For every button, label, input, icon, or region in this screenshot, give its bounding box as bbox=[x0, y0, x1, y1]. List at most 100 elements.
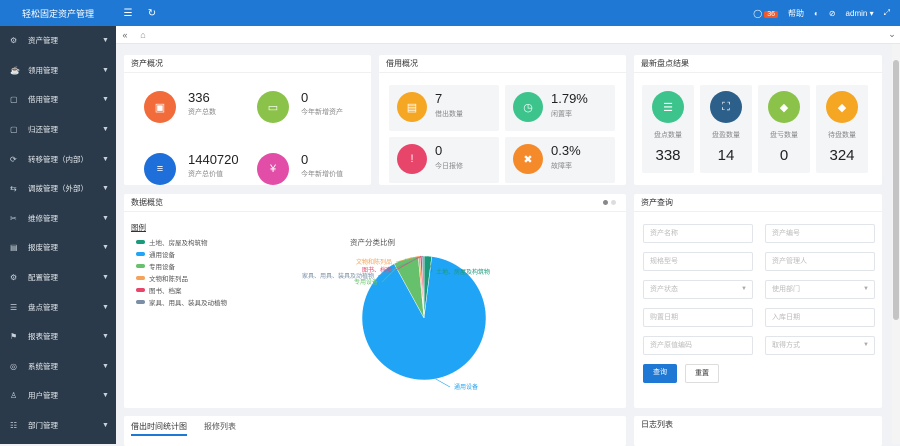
legend-item[interactable]: 专用设备 bbox=[136, 261, 175, 271]
top-bar: 轻松固定资产管理 ☰ ↻ ◯ 36 帮助 ◐ ⊘ admin ▾ ⤢ bbox=[0, 0, 900, 26]
sidebar-item[interactable]: ▤ 报废管理 ▼ bbox=[0, 233, 116, 263]
legend-swatch bbox=[136, 300, 145, 304]
sidebar-item-label: 部门管理 bbox=[28, 421, 58, 431]
scrollbar-thumb[interactable] bbox=[893, 60, 899, 320]
sidebar-item[interactable]: ◎ 系统管理 ▼ bbox=[0, 352, 116, 382]
help-link[interactable]: 帮助 bbox=[788, 8, 804, 18]
query-field[interactable]: 规格型号 bbox=[643, 252, 753, 271]
user-menu[interactable]: admin ▾ bbox=[845, 8, 874, 18]
carousel-dots[interactable] bbox=[603, 200, 616, 205]
pie-slice[interactable] bbox=[361, 256, 487, 381]
caret-down-icon: ▼ bbox=[102, 126, 109, 134]
sidebar-item[interactable]: ⚙ 资产管理 ▼ bbox=[0, 26, 116, 56]
legend-swatch bbox=[136, 264, 145, 268]
query-field[interactable]: 资产编号 bbox=[765, 224, 875, 243]
sidebar-item[interactable]: ✂ 维修管理 ▼ bbox=[0, 204, 116, 234]
slice-leader-line bbox=[435, 378, 451, 388]
search-button[interactable]: 查询 bbox=[643, 364, 677, 383]
caret-down-icon: ▼ bbox=[102, 392, 109, 400]
carousel-dot[interactable] bbox=[603, 200, 608, 205]
sidebar-item[interactable]: ▢ 借用管理 ▼ bbox=[0, 85, 116, 115]
database-icon: ≡ bbox=[144, 153, 176, 185]
slice-leader-line bbox=[427, 256, 433, 273]
borrow-overview-panel: 借用概况 ▤ 7 借出数量 ◷ 1.79% 闲置率 ! 0 今日报修 ✖ 0.3… bbox=[379, 55, 626, 185]
stat-value: 0 bbox=[301, 90, 309, 105]
stat-label: 闲置率 bbox=[551, 111, 572, 118]
warning-icon: ! bbox=[397, 144, 427, 174]
pie-slice[interactable] bbox=[421, 255, 425, 319]
user-icon: ♙ bbox=[10, 391, 18, 401]
legend-item[interactable]: 图书、档案 bbox=[136, 285, 182, 295]
screen-icon: ▭ bbox=[257, 91, 289, 123]
asset-overview-panel: 资产概况 ▣ 336 资产总数 ▭ 0 今年新增资产 ≡ 1440720 资产总价值… bbox=[124, 55, 371, 185]
tab-menu-chevron-icon[interactable]: ⌄ bbox=[888, 29, 896, 39]
inventory-value: 14 bbox=[717, 147, 735, 164]
query-field[interactable]: 使用部门 ▼ bbox=[765, 280, 875, 299]
sidebar-item[interactable]: ⚙ 配置管理 ▼ bbox=[0, 263, 116, 293]
fullscreen-icon[interactable]: ⤢ bbox=[883, 8, 890, 17]
caret-down-icon: ▼ bbox=[102, 274, 109, 282]
sidebar-item[interactable]: ♙ 用户管理 ▼ bbox=[0, 381, 116, 411]
query-field[interactable]: 资产原值编码 bbox=[643, 336, 753, 355]
sidebar-item-label: 盘点管理 bbox=[28, 302, 58, 312]
query-field[interactable]: 入库日期 bbox=[765, 308, 875, 327]
legend-item[interactable]: 通用设备 bbox=[136, 249, 175, 259]
lock-icon[interactable]: ⊘ bbox=[828, 8, 836, 18]
slice-label: 图书、档案 bbox=[362, 266, 392, 274]
legend-item[interactable]: 土地、房屋及构筑物 bbox=[136, 237, 208, 247]
transfer-in-icon: ⟳ bbox=[10, 154, 17, 164]
carousel-dot[interactable] bbox=[611, 200, 616, 205]
reset-button[interactable]: 重置 bbox=[685, 364, 719, 383]
system-icon: ◎ bbox=[10, 361, 17, 371]
query-field[interactable]: 资产状态 ▼ bbox=[643, 280, 753, 299]
refresh-icon[interactable]: ↻ bbox=[147, 7, 157, 19]
stat-value: 0 bbox=[301, 152, 309, 167]
sidebar-item[interactable]: ⇆ 调拨管理（外部） ▼ bbox=[0, 174, 116, 204]
skin-icon[interactable]: ◐ bbox=[814, 8, 819, 18]
home-tab-icon[interactable]: ⌂ bbox=[140, 29, 146, 40]
tab-borrow-stats[interactable]: 借出时间统计图 bbox=[131, 421, 187, 436]
query-field[interactable]: 取得方式 ▼ bbox=[765, 336, 875, 355]
legend-item[interactable]: 家具、用具、装具及动植物 bbox=[136, 297, 227, 307]
query-field[interactable]: 资产名称 bbox=[643, 224, 753, 243]
legend-item[interactable]: 文物和陈列品 bbox=[136, 273, 188, 283]
notification-button[interactable]: ◯ 36 bbox=[753, 9, 778, 18]
sidebar-item[interactable]: ☰ 盘点管理 ▼ bbox=[0, 292, 116, 322]
inventory-label: 盘亏数量 bbox=[770, 132, 798, 139]
bottom-left-panel: 借出时间统计图 报修列表 bbox=[124, 416, 626, 446]
caret-down-icon: ▼ bbox=[102, 333, 109, 341]
query-field[interactable]: 资产管理人 bbox=[765, 252, 875, 271]
sidebar-item[interactable]: ⚑ 报表管理 ▼ bbox=[0, 322, 116, 352]
top-bar-right: ◯ 36 帮助 ◐ ⊘ admin ▾ ⤢ bbox=[753, 8, 900, 19]
field-placeholder: 入库日期 bbox=[772, 314, 800, 321]
sidebar-item[interactable]: ⟳ 转移管理（内部） ▼ bbox=[0, 144, 116, 174]
inventory-label: 盘盈数量 bbox=[712, 132, 740, 139]
slice-label: 专用设备 bbox=[354, 278, 378, 286]
sidebar-item[interactable]: ▢ 归还管理 ▼ bbox=[0, 115, 116, 145]
stat-value: 336 bbox=[188, 90, 210, 105]
query-field[interactable]: 购置日期 bbox=[643, 308, 753, 327]
chevron-down-icon: ▼ bbox=[863, 286, 869, 292]
tab-scroll-left-icon[interactable]: « bbox=[122, 29, 128, 40]
monitor-icon: ▣ bbox=[144, 91, 176, 123]
sidebar-item[interactable]: ☕ 领用管理 ▼ bbox=[0, 56, 116, 86]
borrow-overview-title: 借用概况 bbox=[379, 55, 626, 73]
money-icon: ¥ bbox=[257, 153, 289, 185]
data-overview-title: 数据概览 bbox=[124, 194, 626, 212]
sidebar-item-label: 领用管理 bbox=[28, 65, 58, 75]
legend-label: 土地、房屋及构筑物 bbox=[149, 240, 208, 247]
tab-repair-list[interactable]: 报修列表 bbox=[204, 422, 236, 431]
sidebar: ⚙ 资产管理 ▼ ☕ 领用管理 ▼ ▢ 借用管理 ▼ ▢ 归还管理 ▼ ⟳ 转移管理（内部） ▼ ⇆ 调拨管理（… bbox=[0, 26, 116, 444]
transfer-out-icon: ⇆ bbox=[10, 184, 17, 194]
inventory-value: 324 bbox=[829, 147, 855, 164]
caret-down-icon: ▼ bbox=[102, 214, 109, 222]
sidebar-item-label: 报表管理 bbox=[28, 332, 58, 342]
clock-icon: ◷ bbox=[513, 92, 543, 122]
return-icon: ▢ bbox=[10, 125, 18, 135]
field-placeholder: 资产编号 bbox=[772, 230, 800, 237]
chevron-down-icon: ▼ bbox=[741, 286, 747, 292]
menu-icon[interactable]: ☰ bbox=[123, 7, 133, 19]
inventory-label: 盘点数量 bbox=[654, 132, 682, 139]
sidebar-item[interactable]: ☷ 部门管理 ▼ bbox=[0, 411, 116, 441]
caret-down-icon: ▼ bbox=[102, 422, 109, 430]
